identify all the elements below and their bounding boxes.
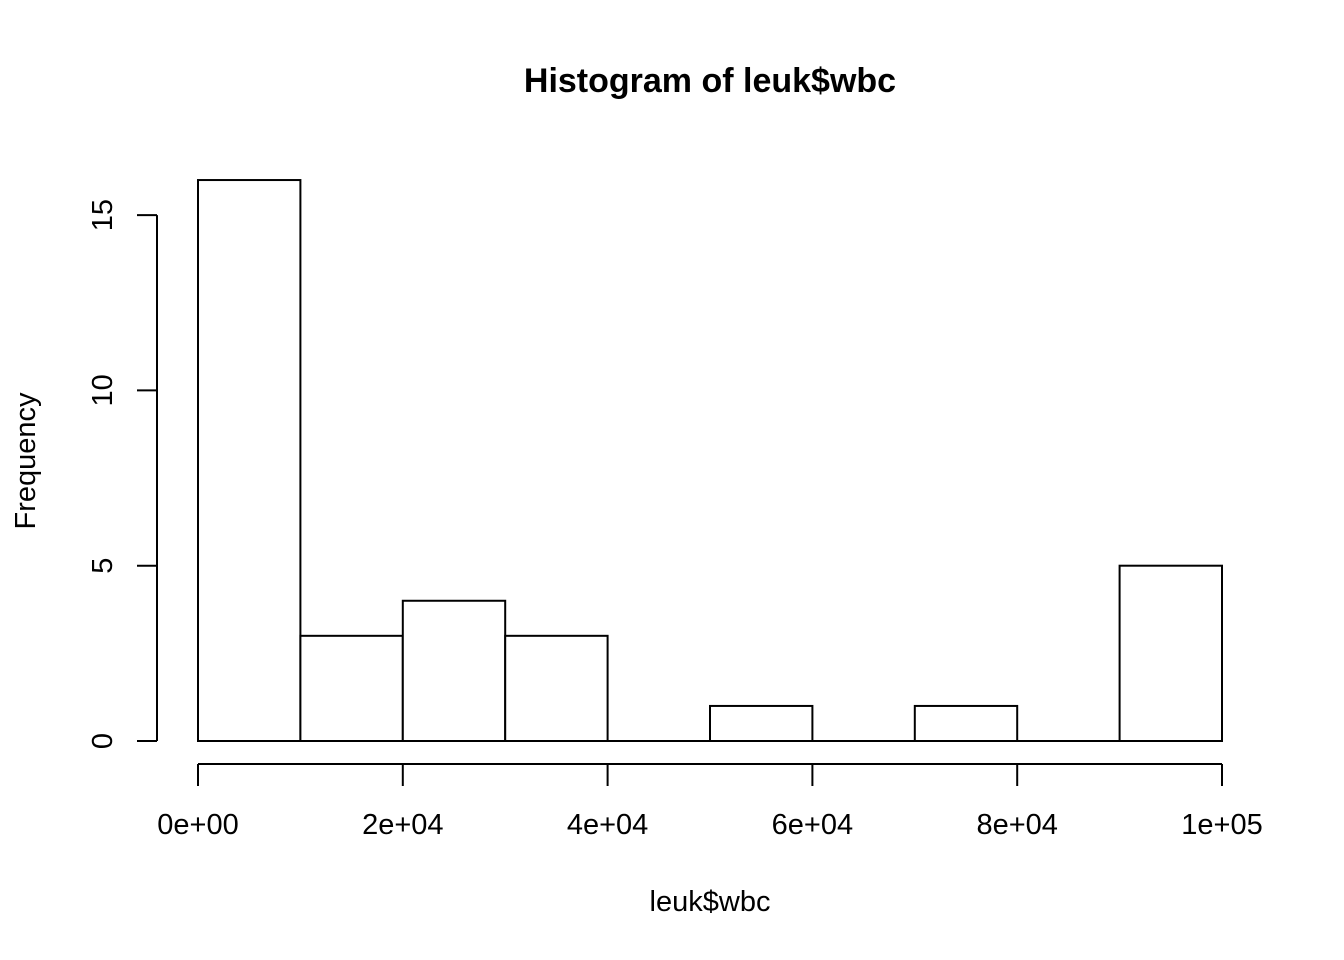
x-axis-label: leuk$wbc	[650, 886, 771, 918]
histogram-bar	[504, 634, 609, 743]
x-tick-label: 0e+00	[157, 809, 238, 841]
y-tick-label: 10	[87, 374, 119, 406]
y-tick-label: 15	[87, 199, 119, 231]
histogram-bar	[401, 599, 507, 743]
histogram-bar	[709, 704, 814, 743]
x-tick-label: 8e+04	[976, 809, 1057, 841]
histogram-bar	[1118, 564, 1223, 743]
x-tick-label: 6e+04	[772, 809, 853, 841]
y-axis-label: Frequency	[10, 392, 42, 530]
x-tick-label: 4e+04	[567, 809, 648, 841]
x-tick-label: 2e+04	[362, 809, 443, 841]
x-tick-label: 1e+05	[1181, 809, 1262, 841]
y-axis: 0 5 10 15	[87, 199, 158, 749]
histogram-bar	[913, 704, 1019, 743]
y-tick-label: 5	[87, 558, 119, 574]
chart-title: Histogram of leuk$wbc	[524, 62, 896, 100]
bars-group	[197, 179, 1223, 743]
y-tick-label: 0	[87, 733, 119, 749]
histogram-bar	[197, 179, 302, 743]
histogram-bar	[299, 634, 404, 743]
x-axis: 0e+00 2e+04 4e+04 6e+04 8e+04 1e+05	[157, 763, 1263, 841]
